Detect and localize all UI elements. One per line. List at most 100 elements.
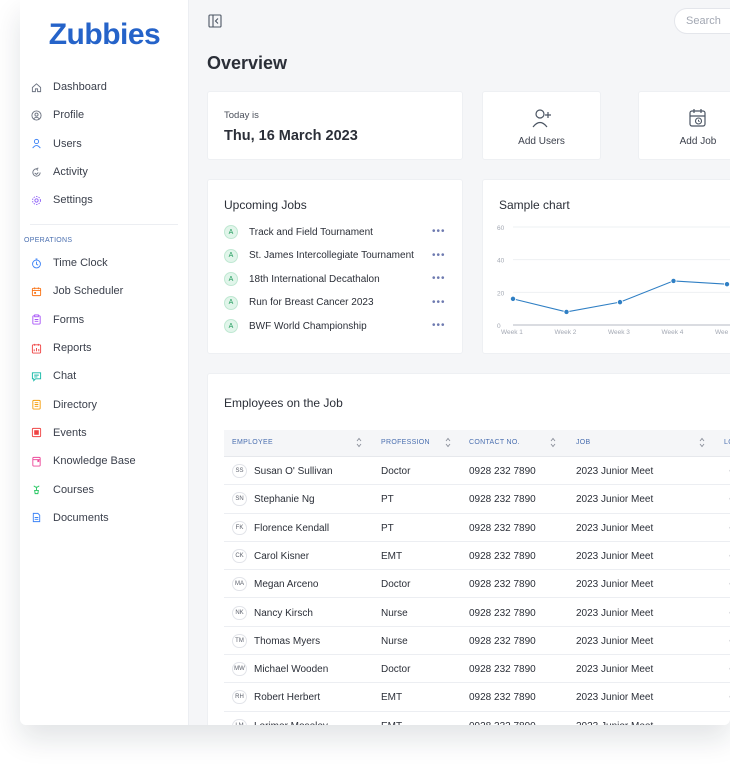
data-point[interactable] — [616, 299, 623, 306]
table-row[interactable]: MA Megan Arceno Doctor 0928 232 7890 2023 Ju… — [224, 570, 730, 599]
employee-name: Lorimer Moseley — [254, 721, 328, 725]
list-item[interactable]: A St. James Intercollegiate Tournament •… — [224, 248, 446, 264]
job-cell: 2023 Junior Meet — [576, 522, 654, 534]
avatar: CK — [232, 548, 247, 563]
sidebar-item-documents[interactable]: Documents — [20, 504, 189, 532]
employee-name: Robert Herbert — [254, 692, 321, 704]
sidebar-item-reports[interactable]: Reports — [20, 334, 189, 362]
x-tick-label: Week 4 — [662, 329, 684, 336]
avatar: NK — [232, 605, 247, 620]
list-item[interactable]: A 18th International Decathalon ••• — [224, 271, 446, 287]
logo[interactable]: Zubbies — [48, 18, 161, 51]
job-badge: A — [224, 272, 238, 286]
more-options-icon[interactable]: ••• — [432, 249, 446, 261]
sidebar-item-activity[interactable]: Activity — [20, 158, 189, 186]
data-point[interactable] — [670, 277, 677, 284]
y-tick-label: 60 — [497, 225, 505, 232]
more-options-icon[interactable]: ••• — [432, 320, 446, 331]
search-input[interactable]: Search — [674, 8, 730, 34]
add-job-button[interactable]: Add Job — [638, 91, 730, 160]
sidebar-item-forms[interactable]: Forms — [20, 306, 189, 334]
sidebar-item-settings[interactable]: Settings — [20, 186, 189, 214]
sidebar-item-directory[interactable]: Directory — [20, 390, 189, 418]
column-header-profession[interactable]: PROFESSION — [381, 439, 430, 446]
table-row[interactable]: FK Florence Kendall PT 0928 232 7890 2023 Ju… — [224, 514, 730, 542]
table-row[interactable]: SN Stephanie Ng PT 0928 232 7890 2023 Junior… — [224, 485, 730, 514]
column-header-job[interactable]: JOB — [576, 439, 591, 446]
sort-icon[interactable] — [356, 437, 362, 448]
employee-name: Carol Kisner — [254, 550, 310, 562]
table-row[interactable]: RH Robert Herbert EMT 0928 232 7890 2023 Jun… — [224, 683, 730, 712]
today-label: Today is — [224, 110, 259, 121]
sidebar-item-label: Documents — [53, 511, 109, 524]
job-badge: A — [224, 225, 238, 239]
main-nav: Dashboard Profile Users Activity Setting… — [20, 73, 189, 214]
sidebar-item-dashboard[interactable]: Dashboard — [20, 73, 189, 101]
sidebar-item-users[interactable]: Users — [20, 130, 189, 158]
x-tick-label: Week 1 — [501, 329, 523, 336]
sidebar-item-chat[interactable]: Chat — [20, 362, 189, 390]
list-item[interactable]: A Run for Breast Cancer 2023 ••• — [224, 295, 446, 311]
table-row[interactable]: LM Lorimer Moseley EMT 0928 232 7890 2023 Ju… — [224, 712, 730, 725]
sidebar-item-profile[interactable]: Profile — [20, 101, 189, 129]
job-name: 18th International Decathalon — [249, 273, 380, 285]
sidebar-item-job-scheduler[interactable]: Job Scheduler — [20, 277, 189, 305]
table-row[interactable]: TM Thomas Myers Nurse 0928 232 7890 2023 Jun… — [224, 627, 730, 656]
x-tick-label: Wee — [715, 329, 729, 336]
sidebar-item-courses[interactable]: Courses — [20, 475, 189, 503]
table-row[interactable]: SS Susan O' Sullivan Doctor 0928 232 7890 20… — [224, 457, 730, 486]
column-header-location[interactable]: LO — [724, 439, 730, 446]
profession-cell: PT — [381, 522, 394, 534]
user-icon — [31, 138, 42, 149]
table-row[interactable]: NK Nancy Kirsch Nurse 0928 232 7890 2023 Jun… — [224, 599, 730, 627]
employee-name: Megan Arceno — [254, 579, 319, 591]
more-options-icon[interactable]: ••• — [432, 226, 446, 237]
gear-icon — [31, 195, 42, 206]
job-name: St. James Intercollegiate Tournament — [249, 250, 414, 261]
more-options-icon[interactable]: ••• — [432, 296, 446, 308]
add-job-label: Add Job — [679, 136, 717, 147]
collapse-sidebar-icon[interactable] — [208, 14, 222, 28]
list-item[interactable]: A BWF World Championship ••• — [224, 318, 446, 334]
courses-icon — [31, 484, 42, 495]
sidebar-item-time-clock[interactable]: Time Clock — [20, 249, 189, 277]
data-point[interactable] — [509, 295, 516, 302]
data-point[interactable] — [563, 308, 570, 315]
upcoming-jobs-card: Upcoming Jobs A Track and Field Tourname… — [207, 179, 463, 354]
profession-cell: Doctor — [381, 664, 411, 676]
today-date: Thu, 16 March 2023 — [224, 128, 358, 144]
sort-icon[interactable] — [550, 437, 556, 448]
table-row[interactable]: CK Carol Kisner EMT 0928 232 7890 2023 Junio… — [224, 542, 730, 571]
column-header-contact[interactable]: CONTACT NO. — [469, 439, 520, 446]
job-cell: 2023 Junior Meet — [576, 466, 654, 477]
contact-cell: 0928 232 7890 — [469, 692, 536, 704]
table-row[interactable]: MW Michael Wooden Doctor 0928 232 7890 2023 … — [224, 655, 730, 684]
series-line — [512, 280, 728, 313]
x-tick-label: Week 3 — [608, 329, 630, 336]
avatar: LM — [232, 718, 247, 725]
profession-cell: EMT — [381, 692, 403, 704]
column-header-employee[interactable]: EMPLOYEE — [232, 439, 273, 446]
job-cell: 2023 Junior Meet — [576, 721, 653, 725]
sort-icon[interactable] — [699, 437, 705, 448]
job-cell: 2023 Junior Meet — [576, 579, 654, 591]
job-cell: 2023 Junior Meet — [576, 494, 654, 506]
sidebar-item-knowledge-base[interactable]: Knowledge Base — [20, 447, 189, 475]
sidebar-item-label: Profile — [53, 109, 85, 122]
sidebar-item-label: Users — [53, 137, 82, 150]
job-badge: A — [224, 248, 238, 263]
list-item[interactable]: A Track and Field Tournament ••• — [224, 224, 446, 240]
sidebar-item-label: Directory — [53, 398, 98, 411]
app-window: Zubbies Dashboard Profile Users Activity… — [20, 0, 730, 725]
more-options-icon[interactable]: ••• — [432, 273, 446, 284]
avatar: MA — [232, 577, 247, 592]
data-point[interactable] — [723, 281, 730, 288]
events-icon — [31, 427, 42, 438]
sidebar-item-events[interactable]: Events — [20, 419, 189, 447]
employee-name: Florence Kendall — [254, 522, 330, 534]
sort-icon[interactable] — [445, 437, 451, 448]
employee-name: Michael Wooden — [254, 664, 329, 676]
directory-icon — [31, 399, 42, 410]
y-tick-label: 20 — [497, 290, 505, 297]
add-users-button[interactable]: Add Users — [482, 91, 601, 160]
